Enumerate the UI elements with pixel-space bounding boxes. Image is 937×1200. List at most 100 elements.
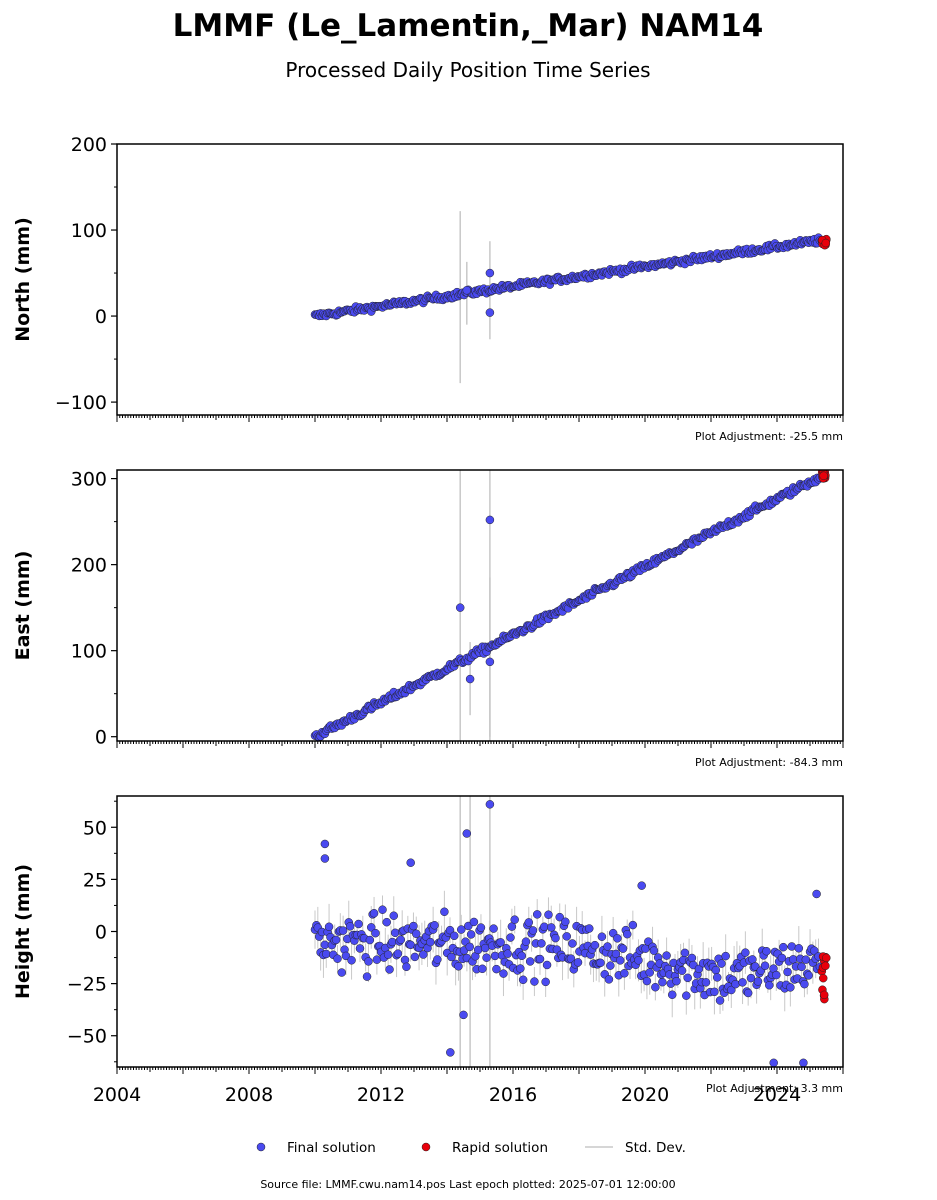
height-final-point — [447, 952, 456, 962]
height-final-point — [402, 962, 411, 972]
height-final-point — [667, 990, 677, 999]
height-final-point — [788, 955, 798, 964]
east-rapid-point — [819, 471, 828, 481]
north-panel: −100 0 100 200 North (mm) Plot Adjustment: -2… — [12, 134, 844, 443]
height-final-point — [365, 935, 375, 945]
height-final-point — [539, 922, 549, 932]
height-final-point — [445, 925, 455, 935]
height-final-point — [596, 958, 605, 968]
height-final-point — [510, 915, 519, 924]
height-final-point — [496, 938, 505, 947]
east-final-point — [485, 515, 495, 525]
height-xtick-label: 2024 — [753, 1084, 801, 1106]
height-final-point — [620, 969, 629, 978]
height-final-point — [584, 924, 594, 933]
height-final-point — [462, 829, 472, 838]
north-ytick-label: 100 — [71, 220, 107, 242]
legend-final-label: Final solution — [287, 1140, 376, 1156]
height-final-point — [797, 962, 806, 972]
height-final-point — [613, 934, 622, 943]
height-final-point — [738, 978, 747, 987]
height-final-point — [518, 975, 528, 985]
height-final-point — [400, 955, 410, 965]
height-final-point — [389, 911, 399, 920]
height-final-point — [743, 988, 753, 998]
east-ytick-label: 200 — [71, 555, 107, 577]
height-final-point — [658, 977, 667, 987]
north-final-point — [485, 308, 495, 317]
height-plot-adjustment: Plot Adjustment: 3.3 mm — [706, 1082, 843, 1095]
height-final-point — [364, 957, 373, 966]
height-final-point — [521, 937, 531, 946]
source-footer: Source file: LMMF.cwu.nam14.pos Last epo… — [260, 1178, 675, 1191]
east-panel: 0 100 200 300 East (mm) Plot Adjustment: -84.… — [12, 469, 844, 769]
height-final-point — [603, 942, 612, 951]
height-final-point — [637, 881, 646, 890]
height-final-point — [542, 960, 552, 970]
height-ytick-label: −25 — [67, 974, 107, 996]
height-final-point — [371, 928, 380, 938]
height-final-point — [385, 965, 394, 974]
height-final-point — [446, 1048, 455, 1057]
height-final-point — [532, 910, 542, 919]
height-final-point — [516, 964, 525, 973]
height-final-point — [499, 969, 508, 978]
height-final-point — [672, 976, 681, 986]
height-final-point — [390, 928, 400, 938]
height-final-point — [354, 919, 363, 929]
height-final-point — [393, 949, 403, 958]
figure-subtitle: Processed Daily Position Time Series — [285, 58, 650, 82]
height-final-point — [489, 924, 498, 933]
height-ytick-label: 0 — [95, 922, 107, 944]
height-final-point — [530, 977, 539, 986]
height-final-point — [388, 937, 397, 947]
height-final-point — [741, 948, 750, 957]
height-final-point — [622, 929, 632, 939]
height-final-point — [440, 907, 449, 917]
height-xtick-label: 2020 — [621, 1084, 669, 1106]
height-final-point — [454, 962, 463, 971]
east-plot-adjustment: Plot Adjustment: -84.3 mm — [695, 756, 843, 769]
height-xtick-label: 2004 — [93, 1084, 141, 1106]
height-final-point — [590, 940, 600, 950]
height-rapid-point — [819, 990, 829, 1000]
height-final-point — [753, 977, 763, 986]
north-axes-frame — [116, 143, 844, 416]
north-final-point — [462, 286, 472, 295]
height-rapid-point — [821, 961, 830, 971]
height-final-point — [503, 949, 512, 958]
height-ytick-label: −50 — [67, 1026, 107, 1048]
height-final-point — [331, 935, 341, 945]
height-final-point — [537, 939, 546, 948]
east-plot-area — [310, 470, 830, 741]
north-ytick-label: −100 — [55, 392, 107, 414]
height-final-point — [717, 959, 726, 968]
height-final-point — [347, 956, 356, 965]
height-plot-area — [310, 796, 831, 1067]
height-final-point — [800, 979, 809, 989]
height-final-point — [765, 980, 774, 990]
height-final-point — [478, 964, 487, 974]
height-final-point — [680, 948, 690, 958]
height-final-point — [320, 854, 330, 863]
height-final-point — [547, 923, 556, 932]
height-final-point — [779, 942, 788, 952]
north-plot-area — [310, 211, 831, 384]
height-final-point — [568, 939, 577, 948]
height-ylabel: Height (mm) — [12, 864, 34, 999]
height-final-point — [412, 929, 421, 939]
height-final-point — [341, 951, 351, 961]
legend-rapid-marker — [421, 1142, 431, 1152]
height-final-point — [727, 985, 736, 995]
height-final-point — [525, 957, 535, 966]
height-final-point — [430, 921, 439, 930]
height-final-point — [555, 912, 564, 922]
height-final-point — [701, 978, 711, 987]
height-final-point — [694, 964, 704, 974]
height-final-point — [561, 917, 570, 927]
height-final-point — [322, 949, 331, 959]
height-final-point — [573, 958, 583, 967]
height-final-point — [721, 951, 730, 961]
east-ytick-label: 100 — [71, 641, 107, 663]
